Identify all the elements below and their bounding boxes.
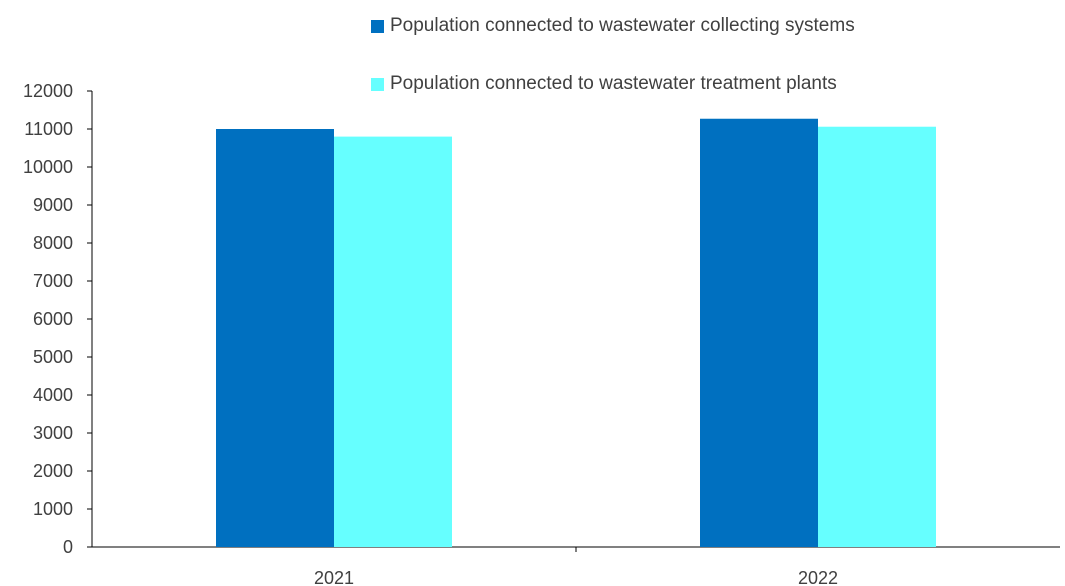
y-tick-label: 4000 <box>33 385 73 405</box>
bar-2022-series-1 <box>818 126 936 547</box>
legend-swatch-treatment <box>371 77 384 91</box>
x-tick-label: 2022 <box>798 568 838 586</box>
y-tick-label: 12000 <box>23 81 73 101</box>
legend-label-collecting: Population connected to wastewater colle… <box>390 15 855 36</box>
legend-item-treatment: Population connected to wastewater treat… <box>371 73 837 95</box>
bar-2021-series-1 <box>334 136 452 547</box>
bar-2021-series-0 <box>216 129 334 547</box>
y-tick-label: 2000 <box>33 461 73 481</box>
y-tick-label: 1000 <box>33 499 73 519</box>
y-tick-label: 5000 <box>33 347 73 367</box>
y-tick-label: 0 <box>63 537 73 557</box>
x-tick-label: 2021 <box>314 568 354 586</box>
y-tick-label: 10000 <box>23 157 73 177</box>
y-tick-label: 8000 <box>33 233 73 253</box>
y-tick-label: 11000 <box>24 119 73 139</box>
y-tick-label: 6000 <box>33 309 73 329</box>
y-tick-label: 3000 <box>33 423 73 443</box>
y-tick-label: 7000 <box>33 271 73 291</box>
legend-item-collecting: Population connected to wastewater colle… <box>371 15 855 37</box>
y-tick-label: 9000 <box>33 195 73 215</box>
bar-2022-series-0 <box>700 118 818 548</box>
legend-label-treatment: Population connected to wastewater treat… <box>390 73 837 94</box>
legend-swatch-collecting <box>371 19 384 33</box>
